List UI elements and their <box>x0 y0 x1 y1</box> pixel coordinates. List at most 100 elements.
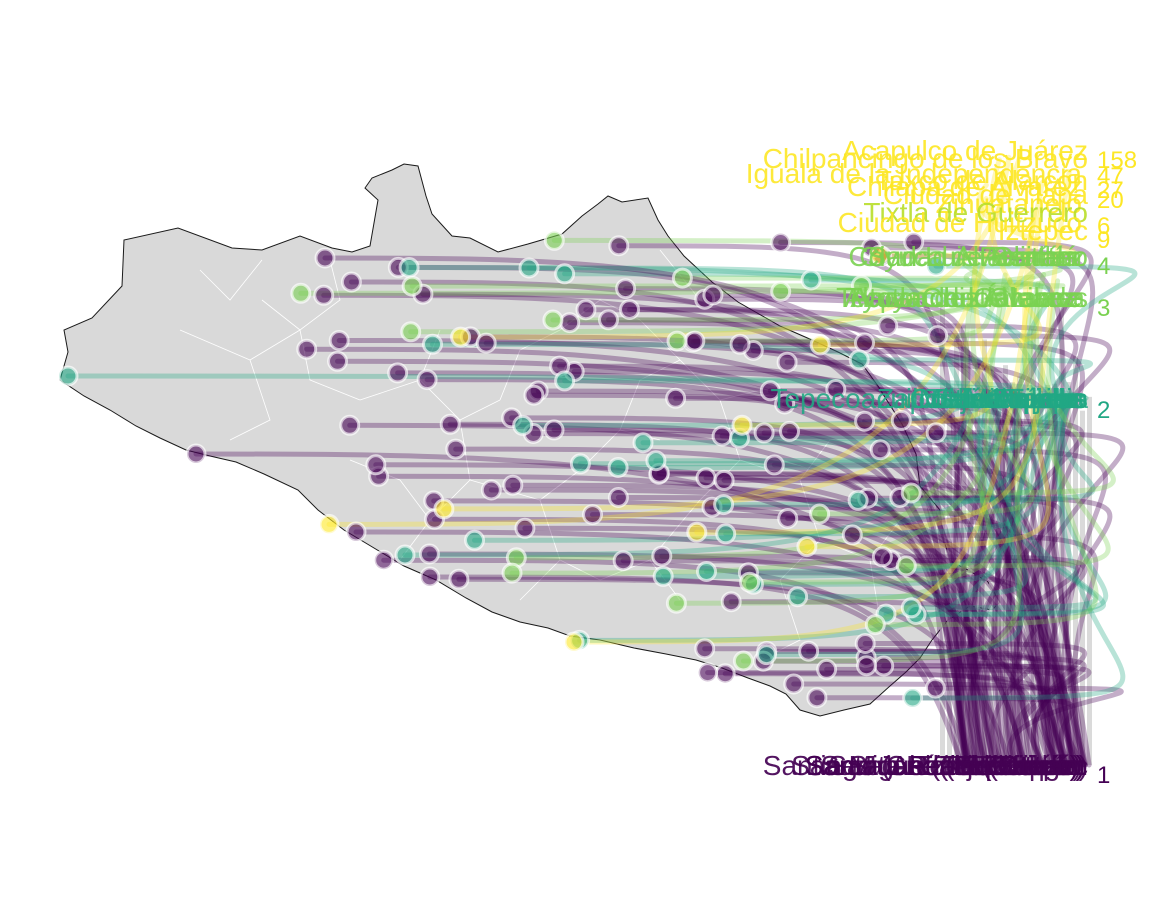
municipality-boundary <box>249 329 301 361</box>
flow-line <box>703 475 999 768</box>
locality-point <box>480 479 502 501</box>
count-bar <box>1059 306 1064 765</box>
locality-label: Malinaltepec <box>919 383 1076 414</box>
locality-label: San Pedro (Zitlala) <box>849 750 1082 781</box>
locality-point <box>770 281 792 302</box>
locality-label: Santiago (Ahuacuotzingo) <box>763 750 1085 781</box>
locality-label: Acapulco de Juárez <box>842 135 1088 166</box>
flow-line <box>571 369 1066 768</box>
flow-line <box>784 359 1068 768</box>
locality-point <box>686 521 708 543</box>
locality-point <box>869 244 890 266</box>
locality-label: Taxco de Alarcón <box>875 165 1088 196</box>
flow-line <box>932 685 1124 768</box>
locality-point <box>345 521 367 543</box>
flow-line <box>441 179 1045 512</box>
locality-point <box>398 257 420 278</box>
locality-point <box>543 229 565 251</box>
locality-point <box>666 330 688 352</box>
flow-line <box>615 395 1073 470</box>
locality-point <box>671 267 693 289</box>
flow-line <box>859 283 1066 293</box>
locality-point <box>825 379 847 400</box>
locality-label: Zihuatanejo <box>936 188 1082 219</box>
count-bar <box>1038 344 1043 765</box>
locality-point <box>422 333 443 355</box>
flow-line <box>656 471 988 768</box>
locality-point <box>787 586 809 608</box>
flow-line <box>298 267 1063 296</box>
flow-line <box>888 558 1080 768</box>
locality-point <box>900 597 922 619</box>
locality-point <box>652 565 674 587</box>
count-bar <box>1010 382 1015 765</box>
flow-line <box>472 395 1070 543</box>
flow-line <box>551 427 996 768</box>
flow-line <box>577 395 1066 467</box>
flow-line <box>913 395 1106 617</box>
flow-lines <box>65 154 1138 768</box>
locality-point <box>328 330 350 351</box>
locality-point <box>890 409 912 431</box>
locality-point <box>615 278 637 300</box>
locality-point <box>542 309 564 331</box>
locality-label: El Cerrito <box>965 750 1082 781</box>
count-bar <box>947 410 952 765</box>
locality-point <box>632 432 654 454</box>
locality-label: Arcelia <box>994 383 1080 414</box>
flow-line <box>911 239 1094 768</box>
locality-point <box>809 334 831 356</box>
locality-point <box>501 562 523 584</box>
flow-line <box>910 395 1126 701</box>
flow-line <box>557 363 970 768</box>
count-label: 2 <box>1097 397 1110 424</box>
count-bar <box>975 363 980 765</box>
locality-label: Ciudad de Tlapa <box>883 179 1088 210</box>
flow-line <box>833 387 1058 768</box>
locality-point <box>543 419 565 441</box>
locality-point <box>776 351 798 373</box>
flow-line <box>620 558 989 768</box>
flow-line <box>583 307 969 768</box>
locality-point <box>864 614 886 636</box>
flow-line <box>737 395 994 441</box>
locality-label: San Miguel (Ajuchitlán) <box>791 750 1079 781</box>
locality-point <box>373 549 395 571</box>
flow-line <box>795 395 1029 600</box>
flow-line <box>705 670 1063 768</box>
flow-line <box>782 401 1029 768</box>
locality-point <box>714 663 736 685</box>
flow-line <box>728 599 1002 768</box>
flow-line <box>814 695 1076 768</box>
count-bar <box>968 387 973 765</box>
flow-line <box>65 373 1065 401</box>
locality-point <box>296 338 318 360</box>
flow-line <box>933 263 1138 401</box>
count-bar <box>1052 383 1057 765</box>
flow-line <box>849 532 1099 768</box>
flow-line <box>692 338 1029 768</box>
flow-line <box>326 154 1012 527</box>
flow-line <box>879 253 1076 768</box>
flow-line <box>747 260 993 585</box>
count-bar <box>1024 398 1029 765</box>
flow-line <box>520 395 984 428</box>
flow-line <box>694 169 1072 535</box>
flow-line <box>737 341 1013 768</box>
count-bar <box>1066 382 1071 765</box>
flow-line <box>881 663 1092 768</box>
locality-point <box>645 450 667 472</box>
locality-point <box>763 454 785 476</box>
flow-line <box>616 243 985 768</box>
flow-line <box>467 334 1055 768</box>
locality-label: El Limón <box>979 750 1088 781</box>
locality-point <box>475 332 497 354</box>
locality-point <box>729 333 751 355</box>
locality-point <box>900 482 922 504</box>
locality-point <box>608 235 630 257</box>
locality-point <box>848 349 870 371</box>
locality-label: Olinalá <box>992 241 1080 272</box>
locality-point <box>416 369 438 391</box>
locality-point <box>777 508 799 529</box>
locality-point <box>559 312 581 334</box>
